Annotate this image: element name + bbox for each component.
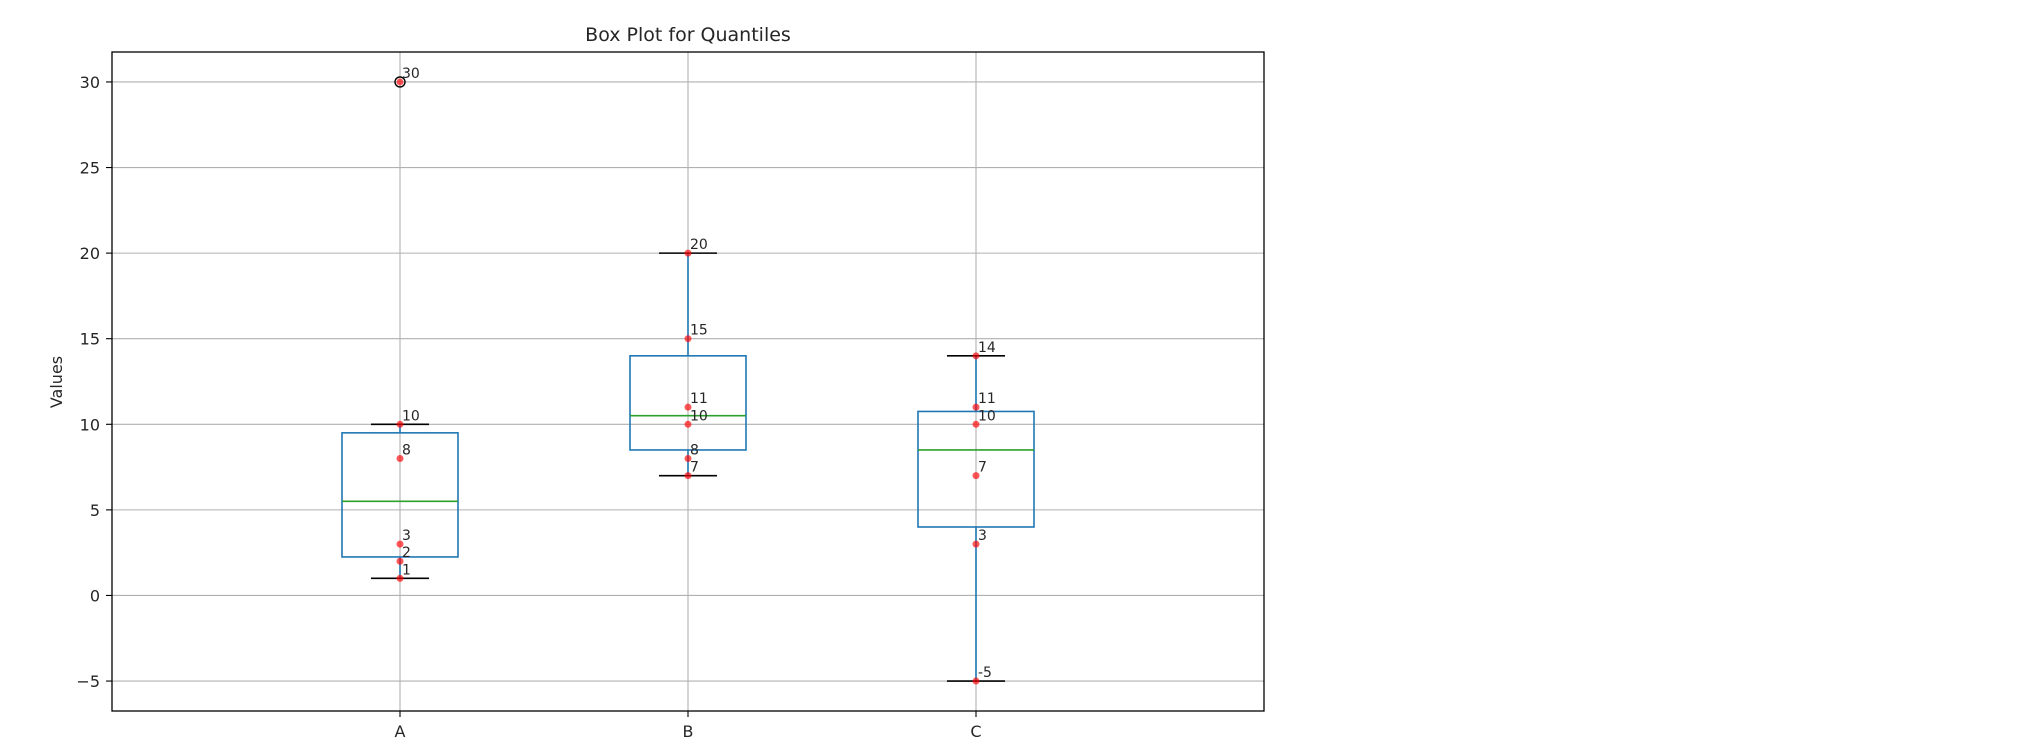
data-point bbox=[684, 420, 692, 428]
data-label: 10 bbox=[978, 408, 996, 424]
data-point bbox=[972, 677, 980, 685]
data-label: 3 bbox=[978, 528, 987, 544]
data-point bbox=[684, 455, 692, 463]
data-point bbox=[684, 403, 692, 411]
chart-title: Box Plot for Quantiles bbox=[585, 24, 791, 46]
y-tick-label: 10 bbox=[80, 415, 100, 434]
data-point bbox=[684, 335, 692, 343]
data-point bbox=[972, 472, 980, 480]
plot-frame bbox=[111, 51, 1265, 712]
x-tick-label: A bbox=[395, 722, 406, 741]
data-label: 8 bbox=[690, 443, 699, 459]
y-axis-ticks: −5 0 5 10 15 20 25 30 bbox=[76, 73, 112, 691]
data-point bbox=[396, 557, 404, 565]
data-point bbox=[972, 352, 980, 360]
y-tick-label: 30 bbox=[80, 73, 100, 92]
data-point bbox=[972, 540, 980, 548]
data-label: 8 bbox=[402, 443, 411, 459]
data-label: 11 bbox=[690, 391, 708, 407]
grid-lines bbox=[112, 52, 1264, 711]
data-point bbox=[972, 420, 980, 428]
data-point bbox=[684, 249, 692, 257]
y-tick-label: 15 bbox=[80, 330, 100, 349]
data-label: 30 bbox=[402, 66, 420, 82]
x-axis-ticks: A B C bbox=[395, 711, 982, 741]
x-tick-label: C bbox=[970, 722, 981, 741]
y-tick-label: 20 bbox=[80, 244, 100, 263]
data-point bbox=[684, 472, 692, 480]
box-B bbox=[629, 355, 747, 451]
data-label: -5 bbox=[978, 665, 992, 681]
data-label: 15 bbox=[690, 323, 708, 339]
data-label: 7 bbox=[978, 460, 987, 476]
data-point bbox=[396, 540, 404, 548]
data-label: 10 bbox=[690, 408, 708, 424]
data-label: 2 bbox=[402, 545, 411, 561]
data-label: 11 bbox=[978, 391, 996, 407]
y-tick-label: 5 bbox=[90, 501, 100, 520]
outlier-marker bbox=[394, 76, 406, 88]
data-label: 10 bbox=[402, 408, 420, 424]
box-A bbox=[341, 432, 459, 558]
data-label: 20 bbox=[690, 237, 708, 253]
y-axis-label: Values bbox=[47, 356, 66, 408]
data-label: 14 bbox=[978, 340, 996, 356]
x-tick-label: B bbox=[683, 722, 694, 741]
data-point bbox=[396, 574, 404, 582]
y-tick-label: −5 bbox=[76, 672, 100, 691]
data-label: 7 bbox=[690, 460, 699, 476]
data-point bbox=[396, 455, 404, 463]
y-tick-label: 0 bbox=[90, 586, 100, 605]
data-point bbox=[396, 420, 404, 428]
y-tick-label: 25 bbox=[80, 159, 100, 178]
data-point bbox=[396, 78, 404, 86]
box-C bbox=[917, 410, 1035, 528]
data-label: 1 bbox=[402, 562, 411, 578]
data-label: 3 bbox=[402, 528, 411, 544]
data-point bbox=[972, 403, 980, 411]
